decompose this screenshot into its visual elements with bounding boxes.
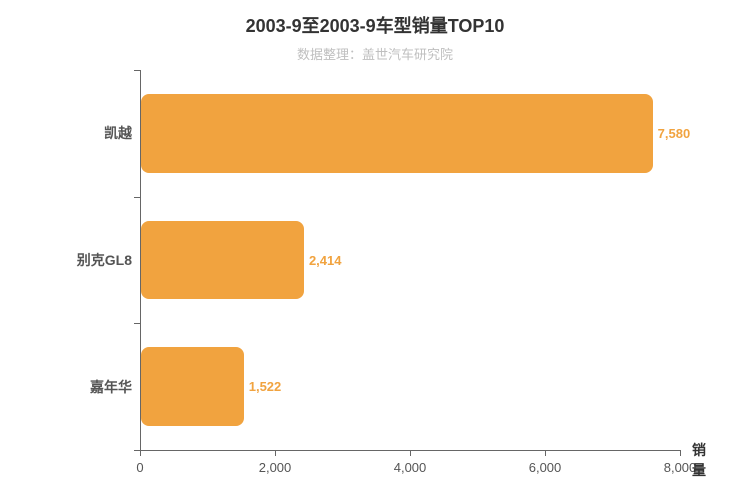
x-tick [410,450,411,456]
y-category-label: 别克GL8 [10,250,132,270]
bar [141,94,653,173]
y-category-label: 凯越 [10,123,132,143]
chart-title: 2003-9至2003-9车型销量TOP10 [0,0,750,38]
bar-value-label: 2,414 [309,253,342,268]
x-tick [545,450,546,456]
x-axis-title: 销量 [692,440,706,480]
y-category-label: 嘉年华 [10,377,132,397]
bar-value-label: 7,580 [658,126,691,141]
x-tick-label: 4,000 [394,460,427,475]
bar [141,221,304,300]
y-tick [134,323,140,324]
x-tick-label: 6,000 [529,460,562,475]
y-tick [134,70,140,71]
chart-container: 2003-9至2003-9车型销量TOP10 数据整理：盖世汽车研究院 02,0… [0,0,750,500]
y-tick [134,450,140,451]
chart-subtitle: 数据整理：盖世汽车研究院 [0,44,750,63]
x-tick [140,450,141,456]
x-tick-label: 0 [136,460,143,475]
x-tick [680,450,681,456]
x-tick [275,450,276,456]
x-tick-label: 2,000 [259,460,292,475]
plot-area: 02,0004,0006,0008,000销量凯越7,580别克GL82,414… [140,70,680,450]
bar [141,347,244,426]
bar-value-label: 1,522 [249,379,282,394]
y-tick [134,197,140,198]
